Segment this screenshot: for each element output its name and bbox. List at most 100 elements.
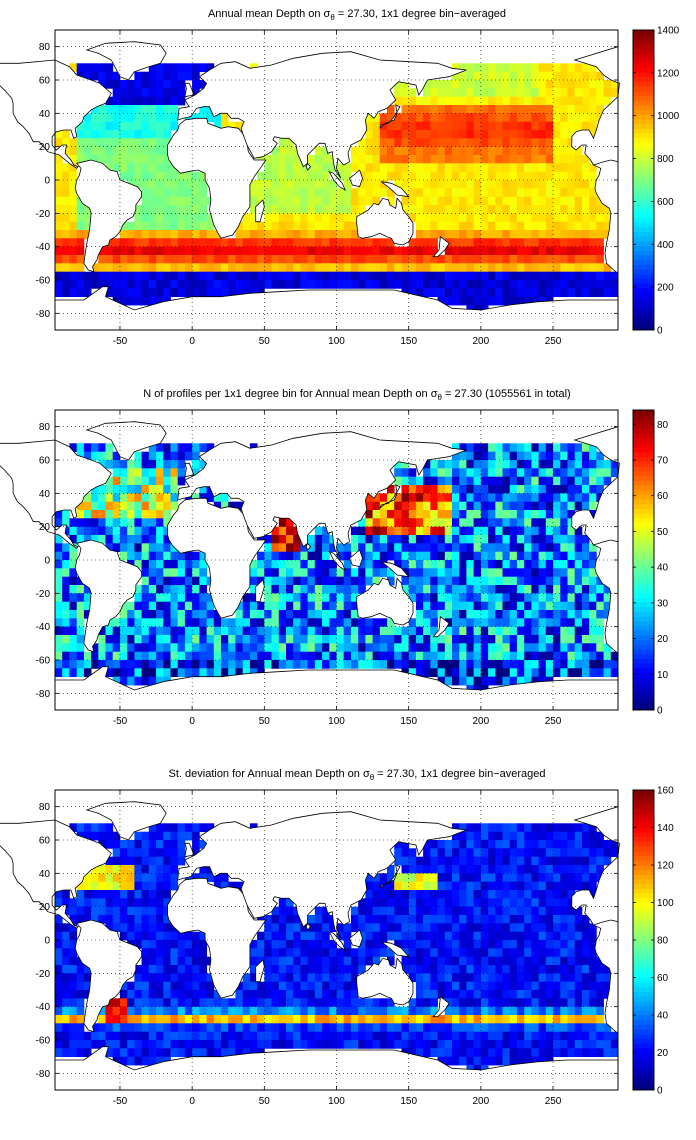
- heat-cell: [105, 105, 114, 114]
- heat-cell: [394, 130, 402, 139]
- heat-cell: [531, 221, 540, 231]
- heat-cell: [264, 543, 272, 553]
- heat-cell: [531, 485, 540, 494]
- heat-cell: [314, 205, 323, 214]
- heat-cell: [163, 881, 171, 891]
- heat-cell: [574, 230, 583, 239]
- heat-cell: [480, 1023, 489, 1033]
- heat-cell: [466, 898, 475, 908]
- heat-cell: [538, 296, 547, 306]
- heat-cell: [545, 155, 554, 164]
- heat-cell: [430, 593, 438, 603]
- heat-cell: [553, 138, 561, 148]
- heat-cell: [91, 881, 99, 891]
- heat-cell: [112, 451, 121, 461]
- heat-cell: [423, 518, 431, 528]
- heat-cell: [271, 990, 280, 999]
- heat-cell: [473, 865, 482, 874]
- heat-cell: [589, 443, 597, 453]
- heat-cell: [473, 626, 482, 636]
- heat-cell: [69, 196, 78, 206]
- colorbar-segment: [633, 588, 654, 594]
- heat-cell: [235, 280, 244, 289]
- heat-cell: [415, 1023, 424, 1033]
- heat-cell: [148, 651, 157, 661]
- heat-cell: [574, 906, 583, 916]
- heat-cell: [83, 221, 92, 231]
- heat-cell: [516, 146, 525, 156]
- heat-cell: [372, 881, 381, 891]
- heat-cell: [401, 271, 410, 281]
- heat-cell: [249, 230, 258, 239]
- heat-cell: [358, 585, 366, 594]
- heat-cell: [83, 535, 92, 544]
- heat-cell: [163, 205, 171, 214]
- heat-cell: [105, 651, 114, 661]
- heat-cell: [466, 643, 475, 653]
- heat-cell: [177, 618, 186, 628]
- heat-cell: [322, 626, 330, 636]
- heat-cell: [278, 551, 287, 561]
- chart-title: Annual mean Depth on σθ = 27.30, 1x1 deg…: [208, 8, 506, 22]
- heat-cell: [329, 956, 337, 966]
- heat-cell: [271, 601, 280, 611]
- heat-cell: [69, 956, 78, 966]
- heat-cell: [581, 873, 590, 883]
- land-borneo: [349, 549, 363, 568]
- heat-cell: [148, 138, 157, 148]
- heat-cell: [560, 138, 568, 148]
- heat-cell: [184, 973, 193, 983]
- heat-cell: [423, 998, 431, 1008]
- heat-cell: [228, 263, 236, 273]
- heat-cell: [538, 915, 547, 924]
- heat-cell: [199, 576, 208, 586]
- heat-cell: [430, 948, 438, 958]
- heat-cell: [437, 848, 446, 858]
- heat-cell: [415, 981, 424, 991]
- heat-cell: [329, 593, 337, 603]
- colorbar-tick-label: 200: [657, 283, 674, 294]
- heat-cell: [488, 551, 496, 561]
- heat-cell: [242, 1006, 251, 1016]
- heat-cell: [589, 560, 597, 569]
- heat-cell: [553, 476, 561, 486]
- heat-cell: [524, 865, 532, 874]
- heat-cell: [112, 998, 121, 1008]
- heat-cell: [408, 576, 417, 586]
- heat-cell: [480, 651, 489, 661]
- heat-cell: [127, 898, 135, 908]
- heat-cell: [509, 898, 518, 908]
- heat-cell: [502, 113, 511, 123]
- heat-cell: [473, 643, 482, 653]
- heat-cell: [55, 973, 63, 983]
- heat-cell: [509, 263, 518, 273]
- heat-cell: [545, 288, 554, 298]
- heat-cell: [473, 96, 482, 106]
- heat-cell: [452, 105, 460, 114]
- heat-cell: [163, 651, 171, 661]
- heat-cell: [538, 221, 547, 231]
- heat-cell: [574, 956, 583, 966]
- heat-cell: [437, 568, 446, 578]
- heat-cell: [55, 593, 63, 603]
- heat-cell: [437, 263, 446, 273]
- heat-cell: [408, 593, 417, 603]
- heat-cell: [148, 660, 157, 669]
- heat-cell: [170, 476, 179, 486]
- heat-cell: [509, 535, 518, 544]
- heat-cell: [271, 643, 280, 653]
- heat-cell: [177, 568, 186, 578]
- heat-cell: [148, 956, 157, 966]
- heat-cell: [249, 635, 258, 644]
- heat-cell: [574, 288, 583, 298]
- heat-cell: [350, 1023, 359, 1033]
- heat-cell: [437, 948, 446, 958]
- heat-cell: [199, 990, 208, 999]
- heat-cell: [444, 585, 453, 594]
- land-india-ceylon: [305, 542, 312, 551]
- colorbar-segment: [633, 625, 654, 631]
- heat-cell: [524, 288, 532, 298]
- land-africa: [167, 497, 267, 619]
- heat-cell: [430, 510, 438, 519]
- heat-cell: [473, 831, 482, 841]
